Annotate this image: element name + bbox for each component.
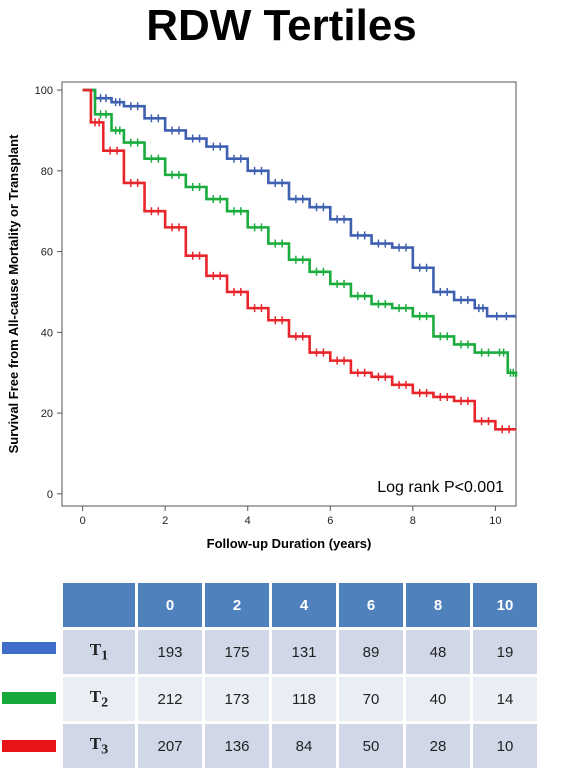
table-cell: 14 [473, 677, 537, 721]
table-cell: 89 [339, 630, 403, 674]
legend-swatch-t1 [2, 642, 56, 654]
header-cell: 0 [138, 583, 202, 627]
table-cell: 19 [473, 630, 537, 674]
table-cell: 207 [138, 724, 202, 768]
x-tick-label: 10 [489, 515, 501, 527]
y-tick-label: 60 [41, 247, 53, 259]
table-row: T3 207 136 84 50 28 10 [63, 724, 537, 768]
x-tick-label: 4 [245, 515, 251, 527]
table-cell: 193 [138, 630, 202, 674]
y-tick-label: 80 [41, 166, 53, 178]
table-cell: 48 [406, 630, 470, 674]
x-tick-label: 2 [162, 515, 168, 527]
table-row: T1 193 175 131 89 48 19 [63, 630, 537, 674]
table-cell: 40 [406, 677, 470, 721]
table-row: T2 212 173 118 70 40 14 [63, 677, 537, 721]
table-cell: 70 [339, 677, 403, 721]
header-cell: 10 [473, 583, 537, 627]
y-axis-label: Survival Free from All-cause Mortality o… [6, 134, 21, 454]
table-cell: 10 [473, 724, 537, 768]
row-label: T2 [63, 677, 135, 721]
header-cell: 2 [205, 583, 269, 627]
header-cell [63, 583, 135, 627]
plot-frame [61, 81, 517, 507]
table-cell: 28 [406, 724, 470, 768]
y-tick-label: 40 [41, 327, 53, 339]
table-cell: 131 [272, 630, 336, 674]
legend-swatch-t2 [2, 692, 56, 704]
row-label: T3 [63, 724, 135, 768]
risk-table: 0 2 4 6 8 10 T1 193 175 131 89 48 19 T2 … [60, 580, 540, 771]
series-line-t3 [82, 88, 516, 431]
x-tick-label: 6 [327, 515, 333, 527]
row-label: T1 [63, 630, 135, 674]
legend-swatch-t3 [2, 740, 56, 752]
chart-title: RDW Tertiles [146, 1, 417, 50]
y-tick-label: 0 [47, 489, 53, 501]
header-cell: 6 [339, 583, 403, 627]
y-tick-label: 100 [35, 85, 53, 97]
table-cell: 173 [205, 677, 269, 721]
header-cell: 8 [406, 583, 470, 627]
table-cell: 212 [138, 677, 202, 721]
header-cell: 4 [272, 583, 336, 627]
series-line-t1 [82, 88, 516, 318]
x-axis-label: Follow-up Duration (years) [207, 536, 372, 551]
x-tick-label: 8 [410, 515, 416, 527]
risk-table-header: 0 2 4 6 8 10 [63, 583, 537, 627]
table-cell: 84 [272, 724, 336, 768]
x-tick-label: 0 [80, 515, 86, 527]
table-cell: 50 [339, 724, 403, 768]
table-cell: 136 [205, 724, 269, 768]
table-cell: 118 [272, 677, 336, 721]
log-rank-annotation: Log rank P<0.001 [377, 479, 504, 496]
series-line-t2 [82, 88, 518, 377]
y-tick-label: 20 [41, 408, 53, 420]
table-cell: 175 [205, 630, 269, 674]
